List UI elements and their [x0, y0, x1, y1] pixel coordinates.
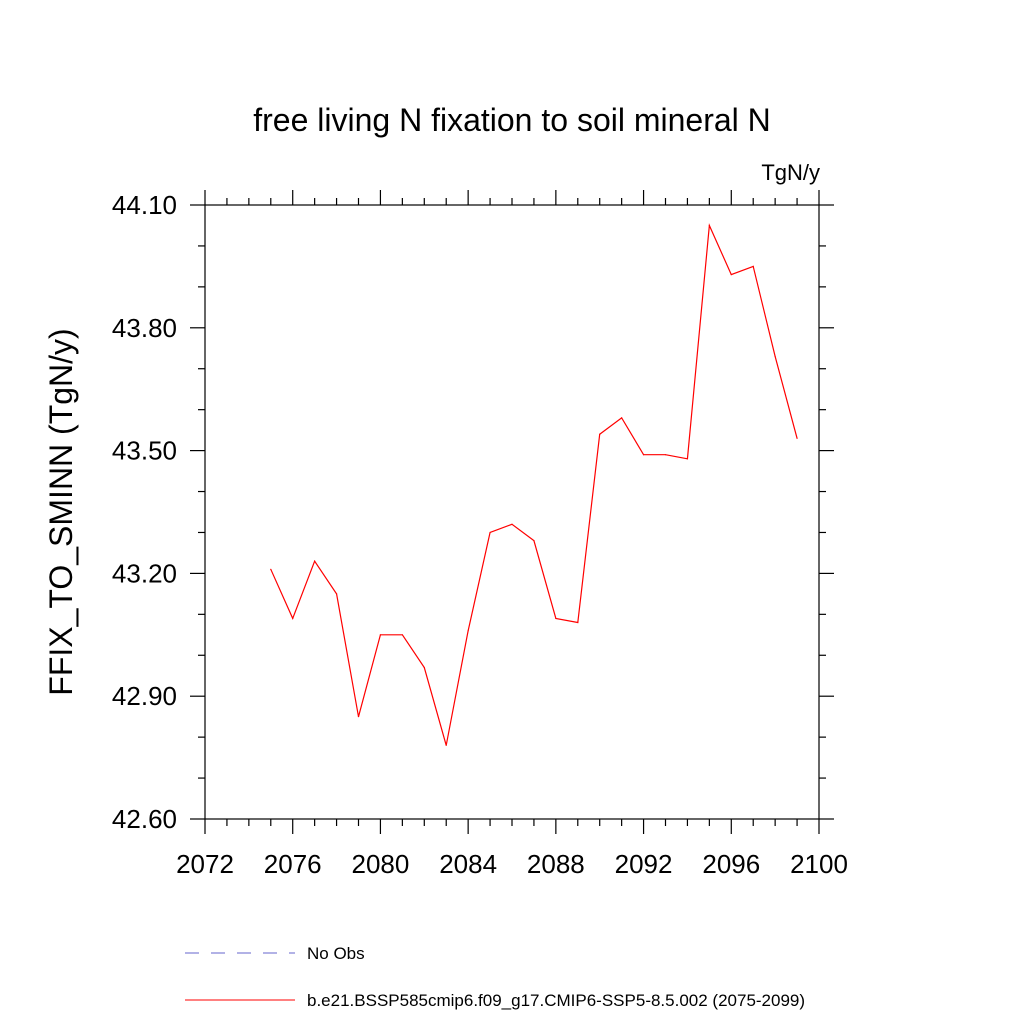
data-point [357, 716, 360, 718]
x-axis-ticks: 2072 2076 2080 2084 2088 2092 2096 2100 [176, 190, 848, 879]
y-tick-label: 43.20 [112, 558, 177, 588]
data-point [533, 540, 535, 542]
legend-label-ssp585: b.e21.BSSP585cmip6.f09_g17.CMIP6-SSP5-8.… [307, 991, 805, 1010]
plot-frame [204, 204, 820, 820]
data-point [686, 458, 689, 460]
y-axis-label: FFIX_TO_SMINN (TgN/y) [43, 328, 79, 695]
y-tick-label: 42.60 [112, 804, 177, 834]
data-point [423, 666, 425, 669]
y-tick-label: 43.50 [112, 436, 177, 466]
legend-label-no-obs: No Obs [307, 944, 365, 963]
x-tick-label: 2084 [439, 849, 497, 879]
data-point [621, 417, 623, 419]
units-label: TgN/y [761, 160, 820, 185]
data-point [577, 621, 579, 624]
series-line-1 [270, 223, 798, 746]
y-tick-label: 43.80 [112, 313, 177, 343]
x-tick-label: 2076 [264, 849, 322, 879]
data-point [796, 437, 798, 439]
y-axis-ticks: 42.60 42.90 43.20 43.50 43.80 44.10 [112, 190, 834, 834]
data-point [708, 224, 710, 227]
data-point [445, 744, 447, 746]
data-point [774, 355, 776, 358]
data-point [489, 531, 491, 534]
data-point [730, 273, 732, 276]
data-point [292, 617, 294, 620]
data-point [555, 617, 557, 620]
series-lines [270, 223, 798, 746]
data-point [599, 433, 601, 435]
data-point [401, 634, 403, 636]
x-tick-label: 2088 [527, 849, 585, 879]
data-point [467, 630, 469, 632]
y-tick-label: 42.90 [112, 681, 177, 711]
data-point [379, 634, 382, 636]
x-tick-label: 2100 [790, 849, 848, 879]
x-tick-label: 2080 [352, 849, 410, 879]
data-point [314, 560, 316, 562]
data-point [335, 593, 338, 595]
chart-title: free living N fixation to soil mineral N [253, 102, 771, 138]
data-point [270, 568, 272, 570]
data-point [664, 454, 667, 456]
data-point [511, 523, 513, 525]
data-point [752, 265, 754, 267]
x-tick-label: 2072 [176, 849, 234, 879]
x-tick-label: 2092 [615, 849, 673, 879]
x-tick-label: 2096 [702, 849, 760, 879]
data-point [642, 454, 645, 456]
legend: No Obs b.e21.BSSP585cmip6.f09_g17.CMIP6-… [185, 944, 805, 1010]
y-tick-label: 44.10 [112, 190, 177, 220]
